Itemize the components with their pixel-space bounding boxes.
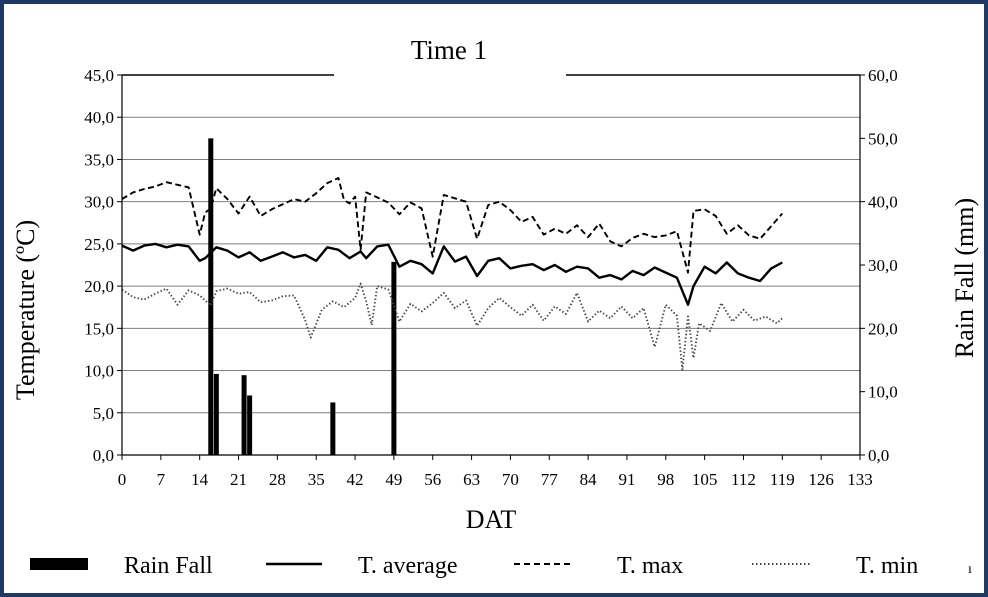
y-right-tick-label: 0,0 <box>868 446 889 465</box>
x-tick-label: 42 <box>347 470 364 489</box>
y-left-tick-label: 5,0 <box>93 404 114 423</box>
y-right-tick-label: 10,0 <box>868 383 898 402</box>
x-tick-label: 112 <box>731 470 756 489</box>
y-left-tick-label: 40,0 <box>84 108 114 127</box>
y-axis-right-title: Rain Fall (mm) <box>950 198 979 358</box>
rainfall-bar <box>391 261 397 455</box>
legend-tmax-label: T. max <box>617 553 683 579</box>
x-tick-label: 35 <box>308 470 325 489</box>
x-tick-label: 98 <box>657 470 674 489</box>
rainfall-bars <box>208 138 397 456</box>
x-tick-label: 28 <box>269 470 286 489</box>
y-right-tick-label: 50,0 <box>868 129 898 148</box>
x-tick-label: 105 <box>692 470 718 489</box>
rainfall-bar <box>208 138 214 456</box>
x-tick-label: 119 <box>770 470 795 489</box>
x-tick-label: 56 <box>424 470 441 489</box>
axes: 0,0 5,0 10,0 15,0 20,0 25,0 30,0 35,0 40,0 45,0 0,… <box>84 66 898 489</box>
y-right-tick-label: 60,0 <box>868 66 898 85</box>
legend-tmin-label: T. min <box>856 553 918 579</box>
series-line-t-average <box>121 242 783 306</box>
legend-tavg-label: T. average <box>358 553 457 579</box>
legend: Rain Fall T. average T. max T. min ı <box>30 553 972 579</box>
x-tick-label: 63 <box>463 470 480 489</box>
legend-rainfall-swatch <box>30 558 88 570</box>
x-tick-label: 91 <box>618 470 635 489</box>
gridlines <box>122 116 860 414</box>
series-line-t-max <box>121 177 784 274</box>
x-tick-label: 126 <box>808 470 834 489</box>
rainfall-bar <box>247 395 253 455</box>
y-left-tick-label: 30,0 <box>84 193 114 212</box>
rainfall-bar <box>330 402 336 455</box>
x-tick-label: 49 <box>385 470 402 489</box>
x-tick-label: 84 <box>580 470 598 489</box>
y-left-tick-label: 20,0 <box>84 277 114 296</box>
y-right-tick-label: 20,0 <box>868 319 898 338</box>
y-right-tick-label: 30,0 <box>868 256 898 275</box>
y-right-tick-label: 40,0 <box>868 193 898 212</box>
x-tick-label: 7 <box>157 470 166 489</box>
x-tick-label: 0 <box>118 470 127 489</box>
x-tick-label: 77 <box>541 470 559 489</box>
y-left-tick-label: 25,0 <box>84 235 114 254</box>
legend-rainfall-label: Rain Fall <box>124 553 213 579</box>
x-axis-title: DAT <box>466 505 517 534</box>
series-line-t-min <box>121 282 783 371</box>
y-axis-left-title: Temperature (ºC) <box>11 220 40 400</box>
legend-stray-mark: ı <box>968 562 972 577</box>
y-left-tick-label: 35,0 <box>84 150 114 169</box>
y-left-tick-label: 15,0 <box>84 319 114 338</box>
chart-title: Time 1 <box>411 35 487 65</box>
temperature-series <box>121 177 784 371</box>
rainfall-bar <box>213 373 219 455</box>
x-tick-label: 14 <box>191 470 209 489</box>
x-tick-label: 21 <box>230 470 247 489</box>
rainfall-bar <box>241 375 247 455</box>
x-tick-label: 133 <box>847 470 873 489</box>
x-tick-label: 70 <box>502 470 519 489</box>
y-left-tick-label: 10,0 <box>84 362 114 381</box>
y-left-tick-label: 45,0 <box>84 66 114 85</box>
y-left-tick-label: 0,0 <box>93 446 114 465</box>
